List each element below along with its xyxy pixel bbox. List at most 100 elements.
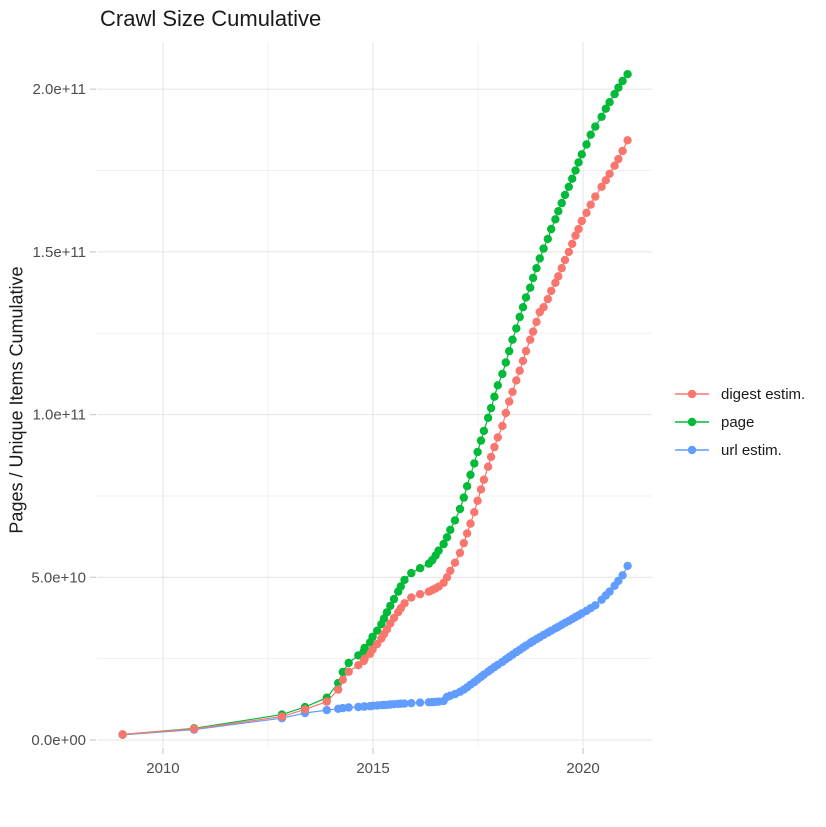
data-point-page [539,244,548,253]
data-point-page [601,104,610,113]
data-point-page [338,667,347,677]
data-point-page [597,112,606,122]
data-point-url-estim- [344,703,353,712]
data-point-url-estim- [415,698,425,707]
data-point-digest-estim- [574,224,583,234]
data-point-digest-estim- [614,154,623,164]
data-point-digest-estim- [543,294,552,304]
data-point-page [501,358,510,367]
y-tick-label: 1.5e+11 [32,244,86,261]
data-point-digest-estim- [470,508,479,517]
data-point-digest-estim- [591,192,600,201]
data-point-page [512,324,521,333]
data-point-digest-estim- [610,161,619,170]
data-point-digest-estim- [586,200,595,209]
data-point-page [532,264,541,273]
data-point-page [521,293,531,302]
legend-label-page: page [721,413,755,431]
legend-key-page-icon [675,417,709,427]
data-point-digest-estim- [189,724,199,734]
data-point-page [344,658,353,668]
data-point-digest-estim- [344,667,353,676]
data-point-page [551,215,560,224]
legend: digest estim. page url estim. [672,380,805,464]
data-point-page [455,504,465,514]
data-point-digest-estim- [539,303,548,312]
data-point-digest-estim- [486,452,496,462]
data-point-digest-estim- [300,705,310,714]
data-point-page [415,564,425,573]
data-point-digest-estim- [532,317,541,327]
data-point-url-estim- [605,587,614,596]
data-point-page [368,632,377,641]
y-tick-label: 0.0e+00 [31,732,86,749]
data-point-url-estim- [618,571,627,580]
data-point-url-estim- [322,705,331,715]
data-point-digest-estim- [459,538,468,548]
data-point-page [535,254,544,263]
data-point-digest-estim- [623,136,632,145]
data-point-page [564,182,573,191]
data-point-page [574,158,583,167]
data-point-digest-estim- [564,247,573,257]
chart-title: Crawl Size Cumulative [100,6,322,31]
data-point-page [605,98,614,107]
x-tick-label: 2010 [146,760,179,777]
data-point-page [515,312,524,322]
data-point-url-estim- [623,561,632,571]
legend-key-url-icon [675,445,709,455]
data-point-page [450,516,460,525]
data-point-page [389,594,399,604]
data-point-page [459,493,468,502]
data-point-digest-estim- [322,697,331,706]
data-point-page [526,283,535,292]
legend-label-digest: digest estim. [721,385,806,403]
data-point-digest-estim- [597,182,606,191]
data-point-page [400,575,409,585]
x-tick-label: 2015 [356,760,389,777]
data-point-page [466,470,475,479]
data-point-digest-estim- [360,654,369,663]
data-point-digest-estim- [618,146,627,156]
data-point-page [591,122,600,131]
data-point-digest-estim- [560,255,570,265]
data-point-digest-estim- [568,239,577,248]
data-point-digest-estim- [577,216,586,226]
data-point-digest-estim- [334,685,343,694]
data-point-url-estim- [400,699,409,708]
data-point-digest-estim- [605,169,614,178]
data-point-url-estim- [591,601,600,610]
data-point-page [505,346,514,356]
legend-key-digest-icon [675,389,709,399]
data-point-digest-estim- [518,356,528,366]
data-point-page [614,83,623,92]
data-point-page [360,643,369,653]
x-tick-label: 2020 [566,760,599,777]
data-point-page [483,413,493,422]
data-point-digest-estim- [571,231,580,240]
data-point-digest-estim- [338,675,347,684]
data-point-page [568,174,577,183]
data-point-url-estim- [407,699,416,708]
data-point-page [446,525,455,534]
data-point-digest-estim- [476,485,486,494]
data-point-digest-estim- [400,599,409,608]
data-point-digest-estim- [277,712,287,721]
data-point-digest-estim- [528,327,538,336]
data-point-page [386,601,395,611]
data-point-page [557,198,566,208]
data-point-page [462,482,472,491]
data-point-page [473,447,482,457]
data-point-page [479,426,489,436]
data-point-page [486,403,496,413]
data-point-page [618,76,627,86]
data-point-digest-estim- [505,397,514,406]
data-point-page [382,608,392,617]
data-point-digest-estim- [450,558,460,567]
data-point-page [407,568,416,578]
data-point-digest-estim- [442,573,452,582]
legend-item-page: page [672,408,805,436]
data-point-digest-estim- [501,408,510,418]
